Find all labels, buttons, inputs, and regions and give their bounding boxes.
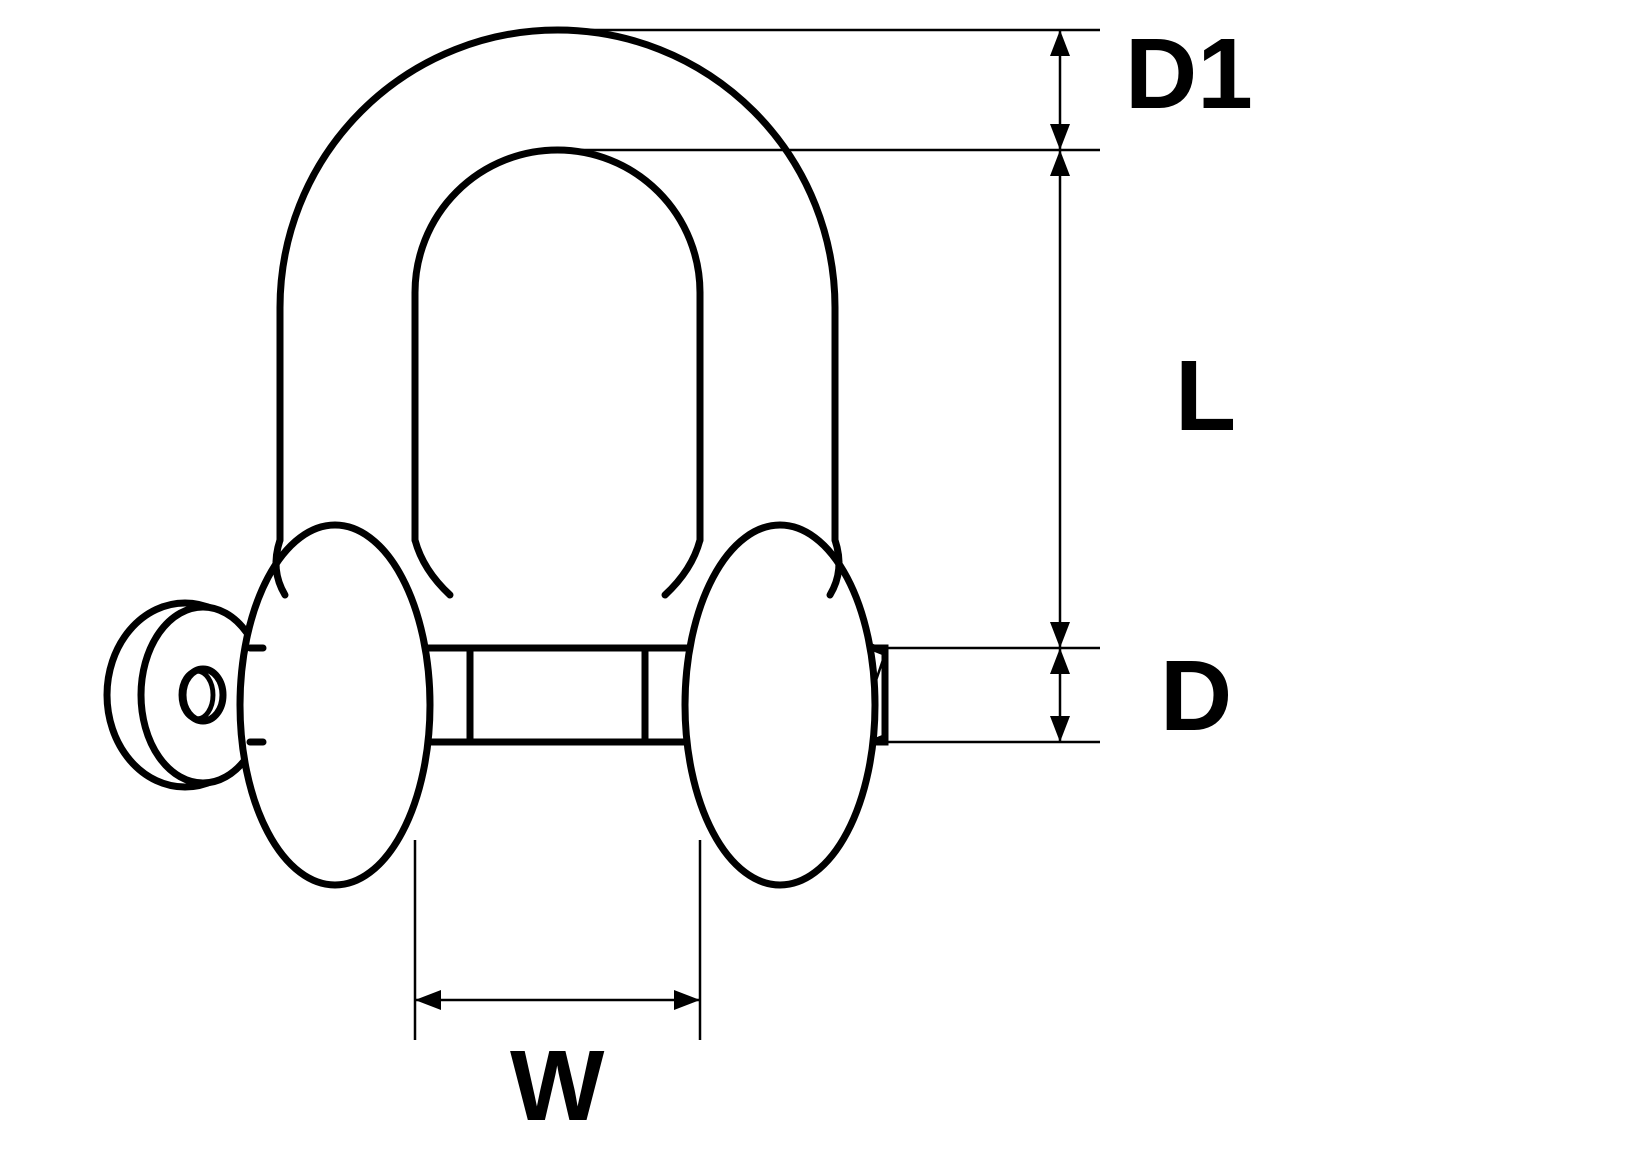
label-W: W	[510, 1030, 605, 1142]
label-L: L	[1175, 340, 1236, 452]
label-D1: D1	[1125, 18, 1253, 130]
label-D: D	[1160, 640, 1232, 752]
